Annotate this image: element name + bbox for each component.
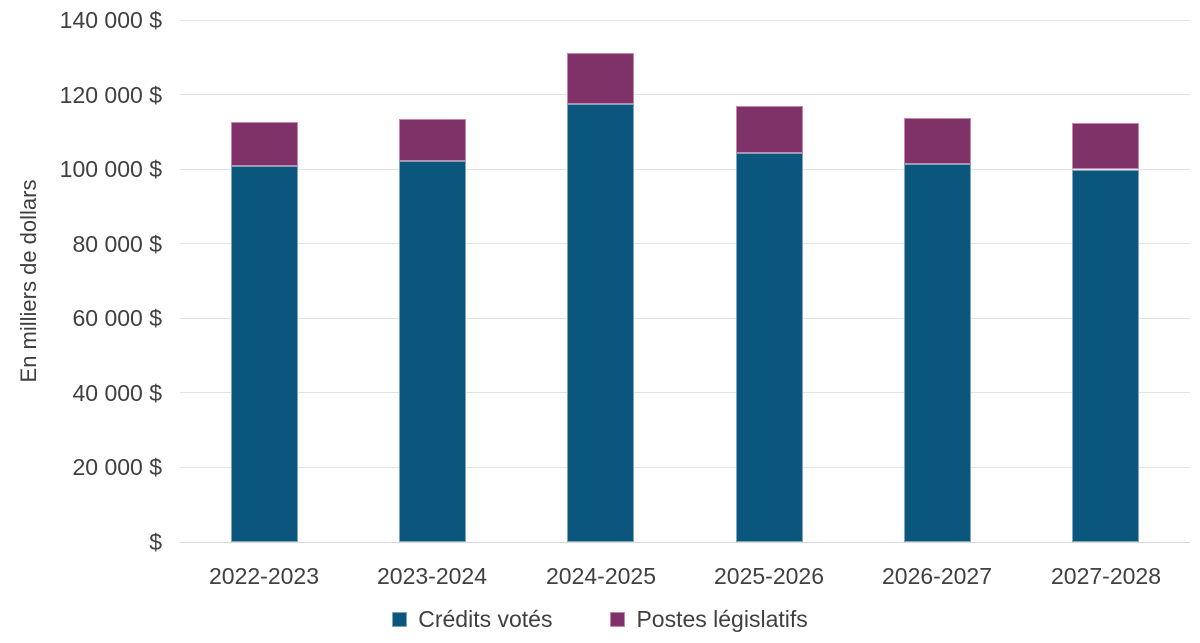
legend-swatch-postes-legislatifs: [610, 611, 626, 627]
y-tick-label: 80 000 $: [72, 230, 162, 257]
gridline: [180, 94, 1190, 96]
bar-segment-credits-votes-2024-2025: [567, 104, 634, 542]
y-tick-label: 40 000 $: [72, 379, 162, 406]
bar-segment-postes-legislatifs-2027-2028: [1072, 123, 1139, 169]
legend-label-postes-legislatifs: Postes législatifs: [636, 606, 808, 632]
x-tick-label-2025-2026: 2025-2026: [714, 563, 824, 589]
legend-swatch-credits-votes: [392, 611, 408, 627]
legend-item-postes-legislatifs: Postes législatifs: [610, 604, 808, 634]
y-tick-label: 120 000 $: [59, 81, 162, 108]
x-tick-label-2027-2028: 2027-2028: [1051, 563, 1161, 589]
bar-segment-postes-legislatifs-2023-2024: [399, 119, 466, 161]
y-tick-label: $: [149, 529, 162, 555]
x-tick-label-2024-2025: 2024-2025: [546, 563, 656, 589]
gridline: [180, 317, 1190, 319]
bar-segment-credits-votes-2022-2023: [231, 166, 298, 542]
bar-segment-postes-legislatifs-2026-2027: [904, 118, 971, 164]
y-tick-label: 140 000 $: [59, 7, 162, 33]
gridline: [180, 466, 1190, 468]
legend-label-credits-votes: Crédits votés: [418, 606, 553, 632]
legend-item-credits-votes: Crédits votés: [392, 604, 552, 634]
y-tick-label: 20 000 $: [72, 454, 162, 481]
bar-segment-postes-legislatifs-2022-2023: [231, 122, 298, 166]
bar-segment-credits-votes-2023-2024: [399, 161, 466, 542]
y-tick-label: 100 000 $: [59, 156, 162, 183]
y-tick-label: 60 000 $: [72, 305, 162, 332]
gridline: [180, 19, 1190, 21]
bar-segment-postes-legislatifs-2025-2026: [736, 106, 803, 153]
bar-segment-credits-votes-2025-2026: [736, 153, 803, 542]
gridline: [180, 168, 1190, 170]
bar-segment-postes-legislatifs-2024-2025: [567, 53, 634, 104]
x-axis-line: [180, 541, 1190, 543]
gridline: [180, 392, 1190, 394]
bar-segment-credits-votes-2027-2028: [1072, 170, 1139, 542]
legend: Crédits votés Postes législatifs: [0, 604, 1200, 634]
x-tick-label-2026-2027: 2026-2027: [882, 563, 992, 589]
bar-segment-credits-votes-2026-2027: [904, 164, 971, 542]
x-tick-label-2023-2024: 2023-2024: [377, 563, 487, 589]
y-axis-title: En milliers de dollars: [16, 179, 41, 383]
gridline: [180, 243, 1190, 245]
x-tick-label-2022-2023: 2022-2023: [209, 563, 319, 589]
